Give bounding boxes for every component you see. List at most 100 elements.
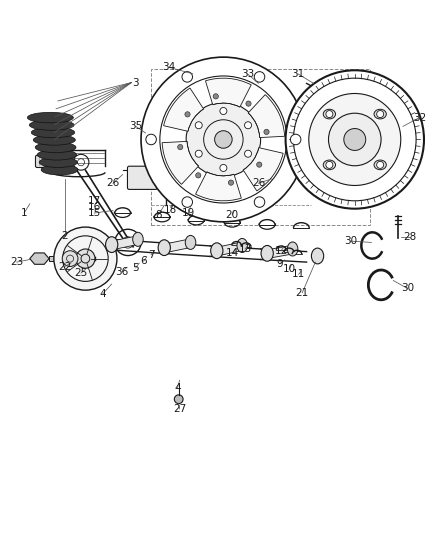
Circle shape xyxy=(244,150,251,157)
Text: 27: 27 xyxy=(173,404,186,414)
Circle shape xyxy=(76,249,95,268)
Wedge shape xyxy=(164,88,204,131)
Text: 25: 25 xyxy=(74,268,88,278)
Text: 36: 36 xyxy=(115,266,128,277)
Circle shape xyxy=(213,94,219,99)
Circle shape xyxy=(328,113,381,166)
Ellipse shape xyxy=(311,248,324,264)
Circle shape xyxy=(186,102,261,177)
Text: 35: 35 xyxy=(129,122,142,131)
Text: 10: 10 xyxy=(283,264,296,274)
Text: 26: 26 xyxy=(252,178,265,188)
Ellipse shape xyxy=(133,232,143,246)
Text: 28: 28 xyxy=(403,232,416,242)
Circle shape xyxy=(257,162,262,167)
Text: 30: 30 xyxy=(344,236,357,246)
Text: 5: 5 xyxy=(132,263,139,273)
Text: 13: 13 xyxy=(239,244,252,254)
Text: 16: 16 xyxy=(88,202,101,212)
Ellipse shape xyxy=(323,160,336,169)
Text: 4: 4 xyxy=(99,289,106,298)
Circle shape xyxy=(146,134,156,145)
Circle shape xyxy=(228,180,233,185)
Circle shape xyxy=(254,71,265,82)
Circle shape xyxy=(326,110,333,118)
Text: 23: 23 xyxy=(10,257,23,267)
Ellipse shape xyxy=(287,242,298,256)
Circle shape xyxy=(62,251,78,266)
Ellipse shape xyxy=(237,238,247,253)
Text: 22: 22 xyxy=(58,262,71,271)
Circle shape xyxy=(182,197,192,207)
Ellipse shape xyxy=(323,109,336,119)
Wedge shape xyxy=(205,78,251,107)
Circle shape xyxy=(141,57,306,222)
Text: 2: 2 xyxy=(61,231,68,241)
FancyBboxPatch shape xyxy=(167,169,197,193)
Text: 6: 6 xyxy=(140,256,147,266)
Circle shape xyxy=(178,144,183,150)
Text: 26: 26 xyxy=(106,178,120,188)
Circle shape xyxy=(174,395,183,403)
FancyBboxPatch shape xyxy=(250,175,280,198)
Circle shape xyxy=(326,161,333,168)
Ellipse shape xyxy=(211,243,223,259)
Circle shape xyxy=(309,93,401,185)
Text: 17: 17 xyxy=(88,196,101,206)
Circle shape xyxy=(286,70,424,209)
Circle shape xyxy=(215,131,232,148)
FancyBboxPatch shape xyxy=(127,166,157,189)
Ellipse shape xyxy=(37,150,77,160)
Text: 12: 12 xyxy=(275,246,288,256)
Ellipse shape xyxy=(32,127,74,138)
Circle shape xyxy=(220,108,227,115)
Text: 21: 21 xyxy=(296,288,309,298)
Text: 7: 7 xyxy=(148,249,155,260)
Circle shape xyxy=(182,71,193,82)
Text: 31: 31 xyxy=(291,69,304,79)
Ellipse shape xyxy=(374,160,386,169)
Text: 14: 14 xyxy=(226,248,239,259)
Wedge shape xyxy=(248,95,285,138)
FancyBboxPatch shape xyxy=(49,256,67,261)
Wedge shape xyxy=(243,148,283,191)
Polygon shape xyxy=(169,238,194,252)
Text: 34: 34 xyxy=(162,62,175,72)
Polygon shape xyxy=(221,241,246,255)
Ellipse shape xyxy=(28,112,74,123)
Polygon shape xyxy=(30,253,49,264)
Circle shape xyxy=(54,227,117,290)
Text: 3: 3 xyxy=(132,77,139,87)
Text: 1: 1 xyxy=(21,208,28,218)
Circle shape xyxy=(244,122,251,129)
Circle shape xyxy=(254,197,265,207)
Text: 19: 19 xyxy=(182,208,195,218)
Circle shape xyxy=(377,110,384,118)
Circle shape xyxy=(185,112,190,117)
Wedge shape xyxy=(162,141,198,184)
Ellipse shape xyxy=(35,142,76,152)
Circle shape xyxy=(344,128,366,150)
Ellipse shape xyxy=(29,120,74,130)
Text: 11: 11 xyxy=(292,269,305,279)
Circle shape xyxy=(377,161,384,168)
Text: 8: 8 xyxy=(155,210,162,220)
Text: 15: 15 xyxy=(88,208,101,218)
Ellipse shape xyxy=(158,240,170,255)
Polygon shape xyxy=(116,235,141,249)
Polygon shape xyxy=(272,245,296,258)
Circle shape xyxy=(220,165,227,172)
Text: 20: 20 xyxy=(226,210,239,220)
Text: 33: 33 xyxy=(241,69,254,79)
Circle shape xyxy=(196,173,201,178)
Ellipse shape xyxy=(374,109,386,119)
Circle shape xyxy=(265,85,273,93)
Text: 30: 30 xyxy=(401,284,414,293)
Ellipse shape xyxy=(33,135,75,145)
Circle shape xyxy=(195,150,202,157)
FancyBboxPatch shape xyxy=(208,172,238,196)
Text: 18: 18 xyxy=(164,205,177,215)
Ellipse shape xyxy=(41,165,78,175)
Text: 4: 4 xyxy=(174,383,181,393)
Wedge shape xyxy=(195,172,241,201)
